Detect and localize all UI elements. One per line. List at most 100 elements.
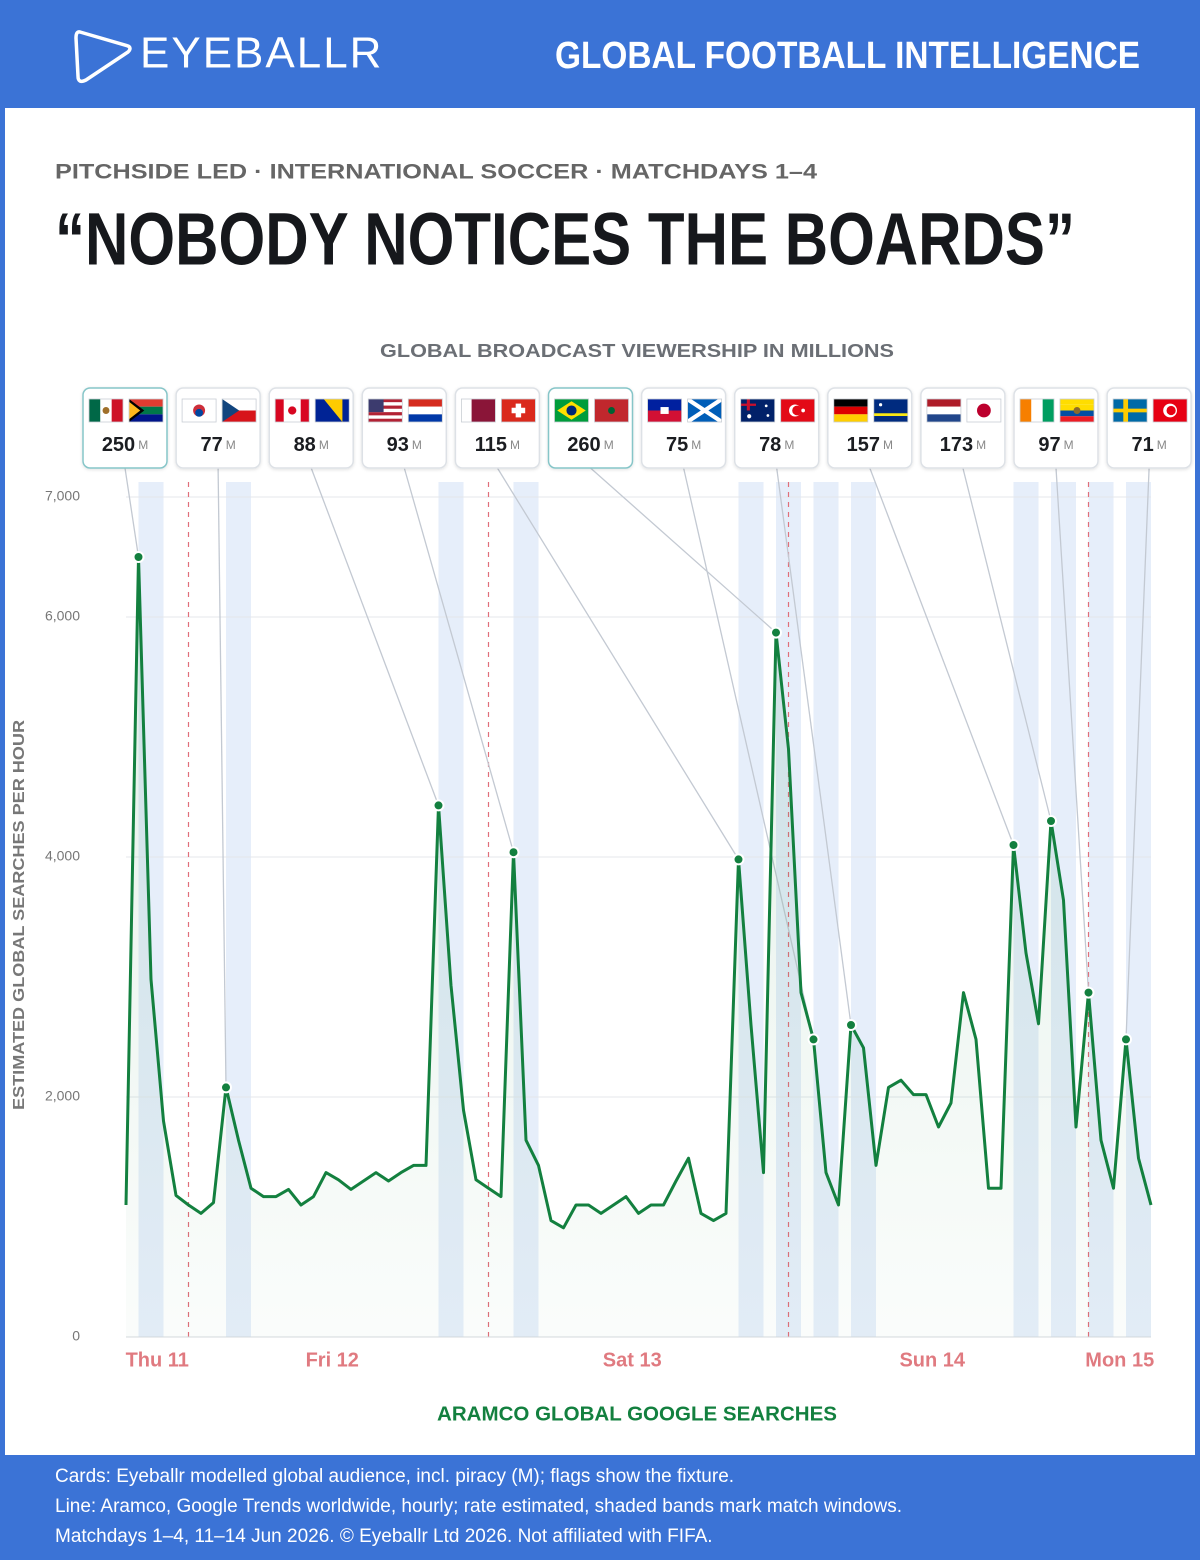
flag-part [747,414,752,419]
card-unit: M [883,438,893,452]
card: 88 M [268,387,354,469]
connector [403,467,515,853]
x-tick-label: Sun 14 [899,1349,965,1371]
connector [776,467,852,1026]
footer-note: Line: Aramco, Google Trends worldwide, h… [55,1496,902,1517]
line [124,555,1153,1230]
flag-part [408,406,443,415]
flag-part [368,405,403,409]
flag-border [687,398,722,423]
card: 115 M [454,387,541,469]
flag-part [740,399,775,422]
peak-point [807,1033,820,1046]
flag [500,398,536,423]
flag-part [1166,405,1176,416]
card-number: 93 [387,434,409,456]
card-value: 115 M [475,434,520,456]
flag-border [407,398,443,423]
flag [1152,398,1188,423]
card: 93 M [361,387,448,469]
flag-part [89,399,101,422]
card-number: 250 [102,434,135,456]
flag [314,398,350,423]
flag [181,398,217,423]
peak-point [1082,986,1095,999]
flag [88,398,124,423]
flag-border [367,398,403,423]
flag-border [966,398,1002,423]
card-unit: M [510,438,520,452]
card-number: 75 [666,434,688,456]
card: 250 M [82,387,168,469]
flag-part [129,399,163,407]
flag [407,398,443,423]
peak-point [770,626,782,639]
card-value: 75 M [666,434,701,456]
flag [780,398,816,423]
peak-point [1120,1033,1132,1046]
card-value: 77 M [200,434,235,456]
flag-part [275,399,284,422]
flag-part [222,399,257,411]
card: 157 M [827,387,913,469]
flag-part [1042,399,1054,422]
card-unit: M [1064,438,1074,452]
flag [873,398,909,423]
logo-mark [74,30,132,84]
flag-border [594,398,629,423]
card-unit: M [976,438,986,452]
peak-point [1007,839,1020,851]
y-tick-label: 4,000 [45,848,80,864]
subtitle: PITCHSIDE LED · INTERNATIONAL SOCCER · M… [55,161,817,184]
cards-title: GLOBAL BROADCAST VIEWERSHIP IN MILLIONS [380,341,894,361]
card-unit: M [138,438,148,452]
x-axis-title: ARAMCO GLOBAL GOOGLE SEARCHES [437,1403,837,1425]
flag-part [660,407,669,414]
connector [869,467,1015,846]
flag-part [1060,416,1094,422]
flag-border [873,398,909,423]
flag-part [368,412,403,416]
card: 260 M [547,387,634,469]
flag-part [368,399,384,413]
flag-part [1060,399,1094,405]
flag [926,398,962,423]
peak-point [732,853,745,866]
flag-border [221,398,257,423]
flag-border [647,398,682,423]
flag-part [647,410,682,422]
flag-part [129,401,141,420]
peak-point [132,551,145,563]
flag-part [833,399,868,407]
flag-border [926,398,962,423]
card-number: 77 [200,434,222,456]
flag-part [687,399,722,422]
card-value: 173 M [940,434,986,456]
card-unit: M [412,438,422,452]
card-value: 71 M [1131,434,1166,456]
x-tick-label: Sat 13 [603,1349,662,1371]
card-unit: M [691,438,701,452]
card-unit: M [784,438,794,452]
flag-part [288,406,297,415]
flag-part [926,399,961,407]
flag-border [833,398,869,423]
card-value: 78 M [759,434,794,456]
flag-part [1113,408,1148,413]
y-tick-label: 6,000 [45,608,80,624]
flag-border [1019,398,1055,423]
flag-part [195,408,204,417]
card-unit: M [319,438,329,452]
flag [833,398,869,423]
flag-part [323,399,343,422]
card-value: 88 M [294,434,329,456]
peak-point [220,1081,232,1094]
card: 77 M [175,387,261,469]
card-unit: M [604,438,614,452]
flag-part [368,399,403,403]
connector [496,467,740,860]
flag-border [1059,398,1095,423]
flag-part [764,404,768,408]
flag [554,398,589,423]
card-number: 157 [847,434,880,456]
